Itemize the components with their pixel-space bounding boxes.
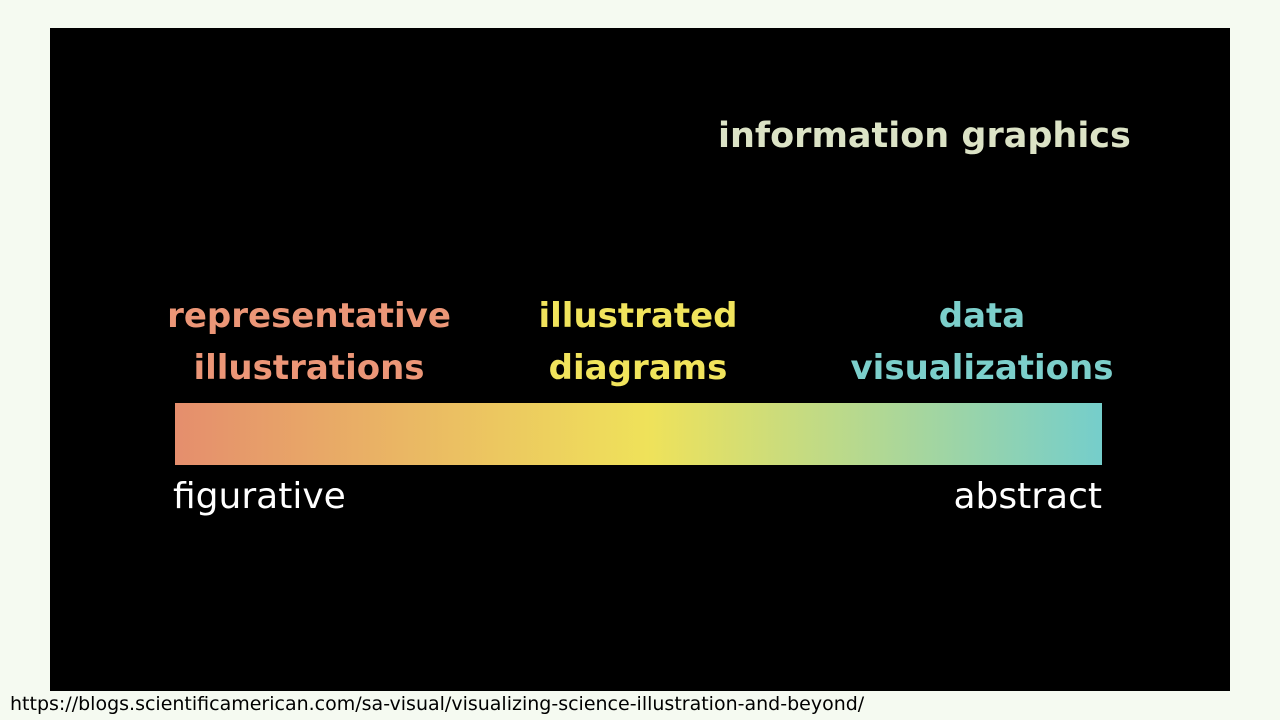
category-line: representative	[167, 296, 451, 336]
category-illustrated-diagrams: illustrated diagrams	[520, 290, 756, 394]
category-line: visualizations	[850, 348, 1114, 388]
category-representative-illustrations: representative illustrations	[158, 290, 460, 394]
category-line: diagrams	[548, 348, 728, 388]
gradient-scale-bar	[175, 403, 1102, 465]
category-data-visualizations: data visualizations	[840, 290, 1124, 394]
category-line: data	[938, 296, 1026, 336]
diagram-panel: information graphics representative illu…	[50, 28, 1230, 691]
diagram-title: information graphics	[718, 116, 1131, 156]
source-url: https://blogs.scientificamerican.com/sa-…	[10, 693, 865, 715]
scale-left-label: figurative	[173, 476, 346, 517]
category-line: illustrations	[193, 348, 425, 388]
category-line: illustrated	[538, 296, 738, 336]
scale-right-label: abstract	[953, 476, 1102, 517]
